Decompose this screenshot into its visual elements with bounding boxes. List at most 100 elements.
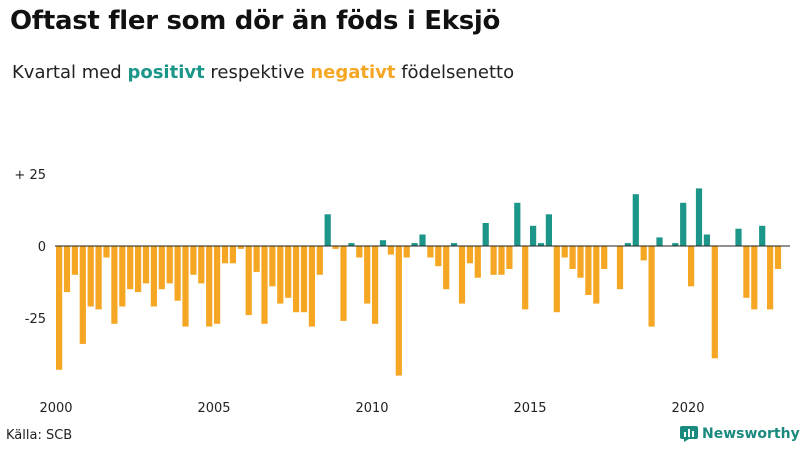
bar [616, 246, 624, 290]
bar [435, 246, 442, 267]
x-tick-label: 2015 [513, 401, 546, 416]
x-tick-label: 2000 [39, 401, 72, 416]
bar [553, 246, 560, 313]
bar [214, 246, 221, 324]
bars-group [56, 188, 782, 376]
bar [237, 246, 244, 249]
bar [269, 246, 276, 287]
bar [624, 243, 631, 246]
bar [443, 246, 450, 290]
x-tick-label: 2005 [197, 401, 230, 416]
chart-subtitle: Kvartal med positivt respektive negativt… [12, 62, 514, 83]
bar [56, 246, 63, 370]
bar [569, 246, 576, 269]
bar [348, 243, 355, 246]
bar [158, 246, 165, 290]
chart-title: Oftast fler som dör än föds i Eksjö [10, 6, 501, 36]
x-tick-label: 2010 [355, 401, 388, 416]
bar [585, 246, 592, 295]
bar [395, 246, 402, 376]
bar [364, 246, 371, 304]
bar [166, 246, 173, 284]
bar [601, 246, 608, 269]
bar [142, 246, 150, 284]
bar [506, 246, 513, 269]
bar [403, 246, 410, 258]
bar [522, 246, 529, 310]
bar [190, 246, 197, 275]
bar [119, 246, 126, 307]
bar [340, 246, 347, 321]
y-tick-label: -25 [25, 312, 46, 327]
bar [751, 246, 758, 310]
bar [111, 246, 118, 324]
bar [458, 246, 466, 304]
bar [324, 214, 331, 246]
bar [695, 188, 703, 246]
bar [767, 246, 774, 310]
bar [379, 240, 387, 246]
bar [688, 246, 695, 287]
bar [648, 246, 655, 327]
bar [680, 202, 687, 246]
y-axis-ticks: + 25 0 -25 [14, 168, 46, 327]
brand: Newsworthy [680, 426, 800, 442]
bar [466, 246, 473, 264]
bar [79, 246, 86, 344]
bar [95, 246, 102, 310]
bar [245, 246, 252, 316]
bar [537, 243, 545, 246]
bar [427, 246, 434, 258]
bar [174, 246, 181, 301]
bar [253, 246, 260, 272]
bar [261, 246, 268, 324]
bar [703, 234, 710, 246]
bar [743, 246, 750, 298]
bar [127, 246, 134, 290]
bar [229, 246, 236, 264]
x-axis-ticks: 2000 2005 2010 2015 2020 [39, 401, 704, 416]
bar [206, 246, 213, 327]
bar [640, 246, 647, 261]
bar [71, 246, 78, 275]
brand-name: Newsworthy [702, 426, 800, 442]
bar [277, 246, 284, 304]
bar [672, 243, 679, 246]
subtitle-positive-word: positivt [127, 62, 205, 83]
bar [711, 246, 718, 359]
bar [221, 246, 229, 264]
bar [300, 246, 308, 313]
bar [411, 243, 418, 246]
bar [135, 246, 142, 293]
subtitle-suffix: födelsenetto [395, 62, 515, 83]
bar [735, 228, 742, 246]
bar [482, 223, 489, 246]
bar [759, 225, 766, 246]
bar [490, 246, 497, 275]
bar [632, 194, 639, 246]
subtitle-middle: respektive [204, 62, 311, 83]
bar [593, 246, 600, 304]
y-tick-label: 0 [38, 240, 46, 255]
bar-chart-icon [680, 426, 698, 442]
subtitle-prefix: Kvartal med [12, 62, 128, 83]
bar [356, 246, 363, 258]
bar [774, 246, 782, 269]
bar [87, 246, 94, 307]
source-label: Källa: SCB [6, 428, 73, 443]
bar [372, 246, 379, 324]
bar [419, 234, 426, 246]
x-tick-label: 2020 [671, 401, 704, 416]
bar [103, 246, 110, 258]
bar [514, 202, 521, 246]
subtitle-negative-word: negativt [310, 62, 396, 83]
bar [308, 246, 315, 327]
bar [530, 225, 537, 246]
bar [545, 214, 552, 246]
bar [474, 246, 481, 278]
bar [656, 237, 663, 246]
y-tick-label: + 25 [14, 168, 46, 183]
bar [198, 246, 205, 284]
bar [63, 246, 71, 293]
